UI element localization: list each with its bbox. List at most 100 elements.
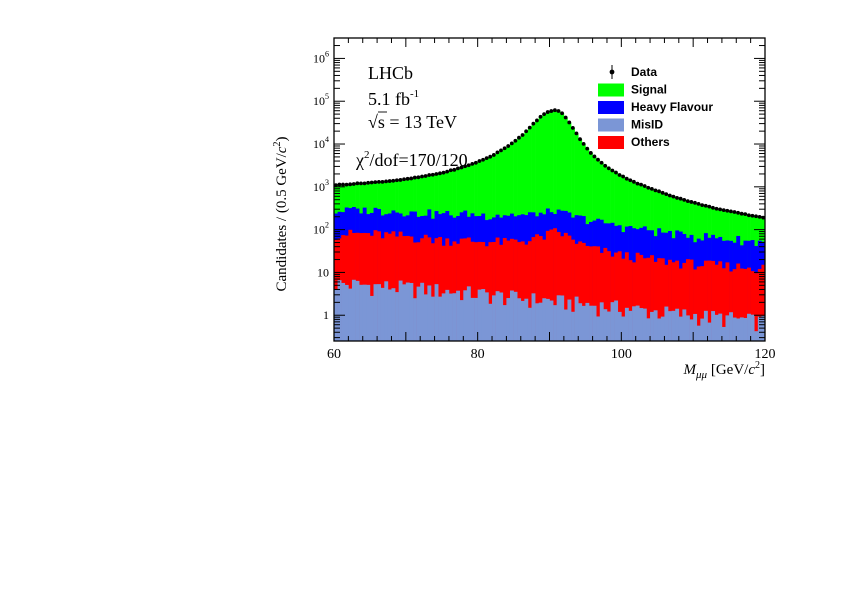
others-bin: [657, 258, 662, 341]
misid-bin: [750, 314, 755, 341]
others-bin: [452, 241, 457, 341]
legend-entry: Data: [609, 65, 657, 79]
data-point: [405, 176, 410, 181]
data-point: [592, 154, 597, 159]
misid-bin: [427, 285, 432, 341]
data-point: [488, 154, 493, 159]
others-bin: [474, 242, 478, 341]
misid-bin: [743, 317, 748, 341]
misid-bin: [757, 316, 762, 341]
y-axis-label: Candidates / (0.5 GeV/c2): [272, 137, 290, 292]
legend-label: Signal: [631, 83, 667, 97]
data-point: [703, 203, 708, 208]
data-point: [628, 178, 633, 183]
data-point: [423, 174, 428, 178]
others-bin: [509, 238, 514, 341]
others-bin: [711, 260, 716, 341]
others-bin: [585, 245, 590, 341]
data-point: [700, 203, 705, 208]
legend-swatch: [598, 118, 624, 132]
data-point: [599, 160, 604, 165]
misid-bin: [463, 290, 468, 341]
others-bin: [685, 259, 690, 341]
misid-bin: [628, 310, 633, 341]
data-point: [463, 164, 467, 169]
data-point: [570, 126, 575, 130]
data-point: [456, 166, 460, 171]
data-point: [664, 192, 669, 197]
others-bin: [430, 243, 435, 341]
legend-swatch: [598, 101, 624, 114]
others-bin: [668, 259, 672, 341]
misid-bin: [703, 310, 708, 341]
y-tick-label: 1: [323, 308, 329, 322]
data-point: [653, 188, 658, 193]
misid-bin: [732, 317, 737, 341]
others-bin: [628, 260, 633, 341]
data-point: [736, 210, 740, 215]
misid-bin: [434, 284, 439, 341]
y-tick-label: 10: [317, 265, 329, 279]
data-point: [402, 177, 406, 182]
others-bin: [682, 262, 687, 341]
data-point: [452, 167, 457, 172]
misid-bin: [632, 306, 636, 341]
misid-bin: [707, 322, 712, 341]
misid-bin: [531, 293, 536, 341]
misid-bin: [509, 290, 514, 341]
misid-bin: [524, 298, 529, 341]
data-point: [639, 182, 643, 187]
data-point: [542, 112, 547, 116]
others-bin: [693, 269, 698, 341]
data-point: [671, 194, 676, 199]
misid-bin: [398, 280, 403, 341]
misid-bin: [599, 302, 604, 341]
others-bin: [750, 271, 755, 341]
data-point: [678, 196, 683, 201]
data-point: [560, 111, 564, 116]
misid-bin: [606, 311, 611, 341]
misid-bin: [635, 305, 640, 341]
data-point: [728, 209, 733, 214]
misid-bin: [409, 282, 414, 341]
data-point: [567, 120, 572, 125]
misid-bin: [646, 318, 651, 341]
misid-bin: [405, 282, 410, 341]
others-bin: [563, 232, 568, 341]
misid-bin: [729, 312, 733, 341]
others-bin: [506, 240, 511, 341]
misid-bin: [574, 296, 579, 341]
misid-bin: [567, 299, 572, 341]
others-bin: [653, 261, 658, 341]
data-point: [412, 175, 417, 180]
data-point: [617, 173, 622, 177]
data-point: [491, 153, 496, 157]
data-point: [624, 176, 629, 181]
data-point: [391, 178, 396, 183]
data-point: [387, 179, 392, 183]
data-point: [434, 172, 439, 176]
data-point: [377, 179, 381, 184]
misid-bin: [362, 284, 367, 341]
data-point: [632, 179, 636, 184]
others-bin: [729, 271, 733, 341]
legend-entry: Others: [598, 135, 670, 149]
misid-bin: [614, 300, 619, 341]
axes: 60 80 100 120 1 10 102 103 104 105 106: [313, 37, 776, 362]
others-bin: [725, 262, 730, 341]
misid-bin: [545, 298, 550, 341]
misid-bin: [693, 313, 698, 341]
misid-bin: [617, 311, 622, 341]
data-point: [344, 182, 349, 187]
data-point: [642, 184, 647, 188]
legend-swatch: [598, 83, 624, 97]
misid-bin: [387, 289, 392, 341]
data-point: [711, 205, 715, 210]
misid-bin: [675, 308, 680, 341]
misid-bin: [563, 309, 568, 341]
others-bin: [513, 239, 518, 341]
misid-bin: [556, 295, 561, 341]
data-point: [739, 211, 744, 216]
others-bin: [463, 238, 468, 341]
data-point: [685, 199, 690, 204]
